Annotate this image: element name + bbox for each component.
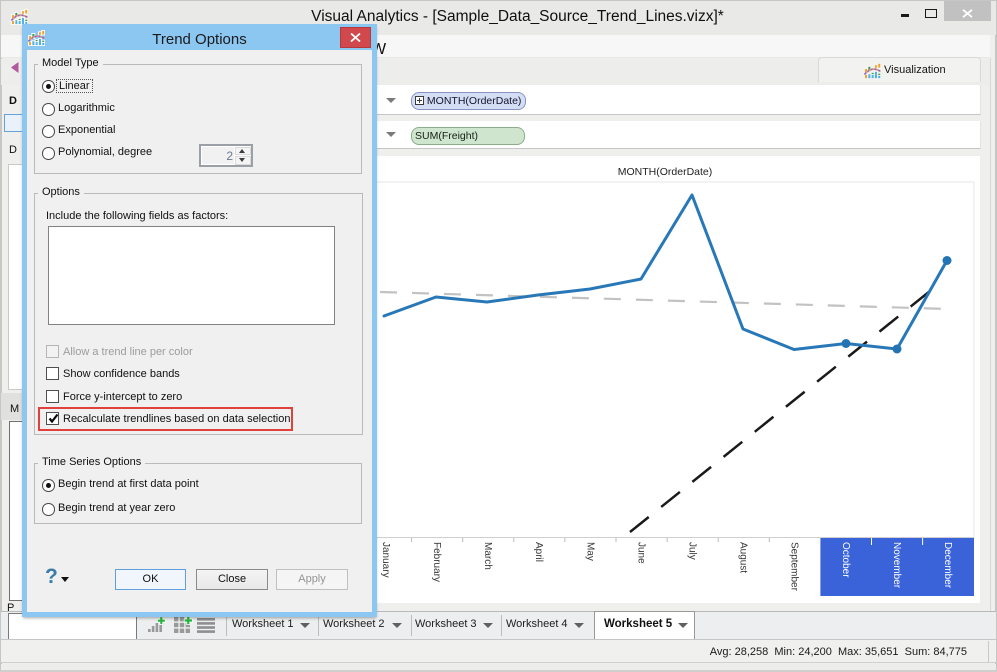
- svg-text:January: January: [380, 542, 391, 578]
- svg-text:June: June: [635, 542, 646, 564]
- svg-text:October: October: [840, 542, 851, 578]
- svg-text:July: July: [687, 542, 698, 560]
- svg-text:March: March: [482, 542, 493, 570]
- svg-text:September: September: [789, 542, 800, 592]
- svg-text:February: February: [431, 542, 442, 582]
- svg-text:April: April: [533, 542, 544, 562]
- svg-text:May: May: [584, 542, 595, 561]
- svg-text:November: November: [891, 542, 902, 589]
- svg-text:December: December: [942, 542, 953, 589]
- svg-text:August: August: [738, 542, 749, 573]
